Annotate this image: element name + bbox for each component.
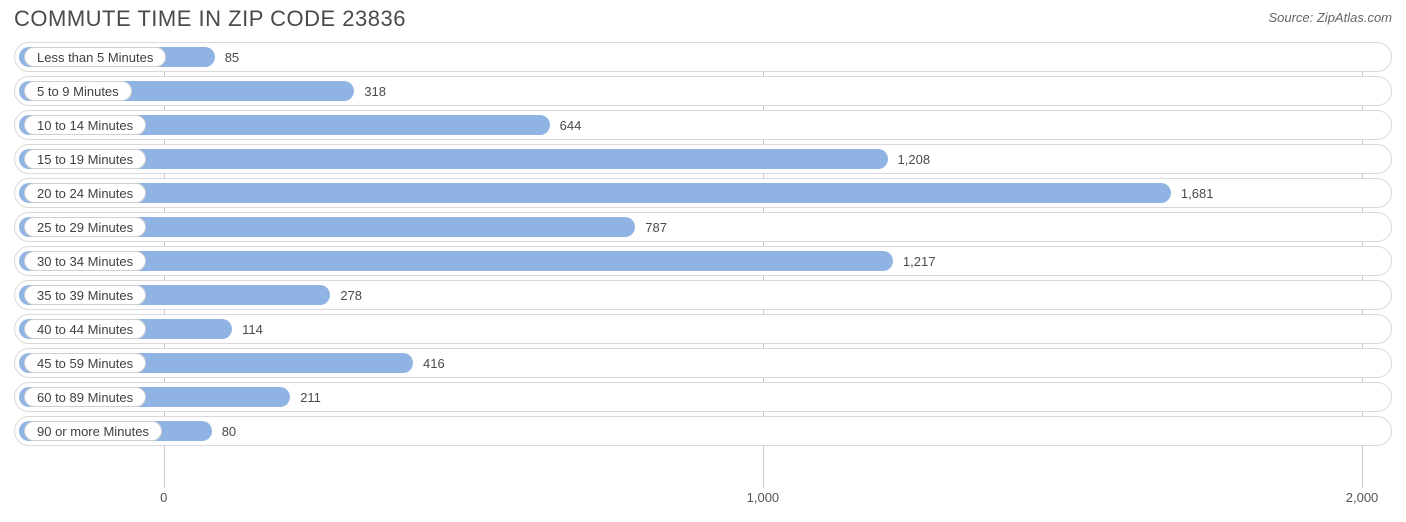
bar (19, 149, 888, 169)
value-label: 278 (330, 280, 362, 310)
category-label: 45 to 59 Minutes (24, 353, 146, 373)
value-label: 114 (232, 314, 263, 344)
bar-row: 60 to 89 Minutes 211 (14, 382, 1392, 412)
chart-container: COMMUTE TIME IN ZIP CODE 23836 Source: Z… (0, 0, 1406, 522)
bar (19, 183, 1171, 203)
category-label: 60 to 89 Minutes (24, 387, 146, 407)
value-label: 416 (413, 348, 445, 378)
source-label: Source: ZipAtlas.com (1268, 6, 1392, 25)
header: COMMUTE TIME IN ZIP CODE 23836 Source: Z… (0, 0, 1406, 32)
chart-title: COMMUTE TIME IN ZIP CODE 23836 (14, 6, 406, 32)
value-label: 211 (290, 382, 321, 412)
bar-row: 10 to 14 Minutes 644 (14, 110, 1392, 140)
bar-row: 35 to 39 Minutes 278 (14, 280, 1392, 310)
category-label: 15 to 19 Minutes (24, 149, 146, 169)
value-label: 80 (212, 416, 236, 446)
x-tick-label: 0 (160, 490, 167, 505)
category-label: 40 to 44 Minutes (24, 319, 146, 339)
bar-row: 30 to 34 Minutes 1,217 (14, 246, 1392, 276)
category-label: 30 to 34 Minutes (24, 251, 146, 271)
value-label: 1,208 (888, 144, 931, 174)
category-label: 5 to 9 Minutes (24, 81, 132, 101)
category-label: 20 to 24 Minutes (24, 183, 146, 203)
category-label: Less than 5 Minutes (24, 47, 166, 67)
bar-row: 40 to 44 Minutes 114 (14, 314, 1392, 344)
bar-row: 90 or more Minutes 80 (14, 416, 1392, 446)
bar-row: Less than 5 Minutes 85 (14, 42, 1392, 72)
category-label: 35 to 39 Minutes (24, 285, 146, 305)
value-label: 85 (215, 42, 239, 72)
bar-row: 5 to 9 Minutes 318 (14, 76, 1392, 106)
value-label: 318 (354, 76, 386, 106)
x-tick-label: 1,000 (747, 490, 780, 505)
value-label: 787 (635, 212, 667, 242)
category-label: 10 to 14 Minutes (24, 115, 146, 135)
x-axis: 0 1,000 2,000 (14, 490, 1392, 510)
category-label: 90 or more Minutes (24, 421, 162, 441)
bar-row: 45 to 59 Minutes 416 (14, 348, 1392, 378)
bar-row: 15 to 19 Minutes 1,208 (14, 144, 1392, 174)
category-label: 25 to 29 Minutes (24, 217, 146, 237)
x-tick-label: 2,000 (1346, 490, 1379, 505)
bar (19, 251, 893, 271)
plot-area: Less than 5 Minutes 85 5 to 9 Minutes 318 10… (14, 42, 1392, 488)
value-label: 644 (550, 110, 582, 140)
bar-row: 20 to 24 Minutes 1,681 (14, 178, 1392, 208)
bar-row: 25 to 29 Minutes 787 (14, 212, 1392, 242)
value-label: 1,217 (893, 246, 936, 276)
value-label: 1,681 (1171, 178, 1214, 208)
